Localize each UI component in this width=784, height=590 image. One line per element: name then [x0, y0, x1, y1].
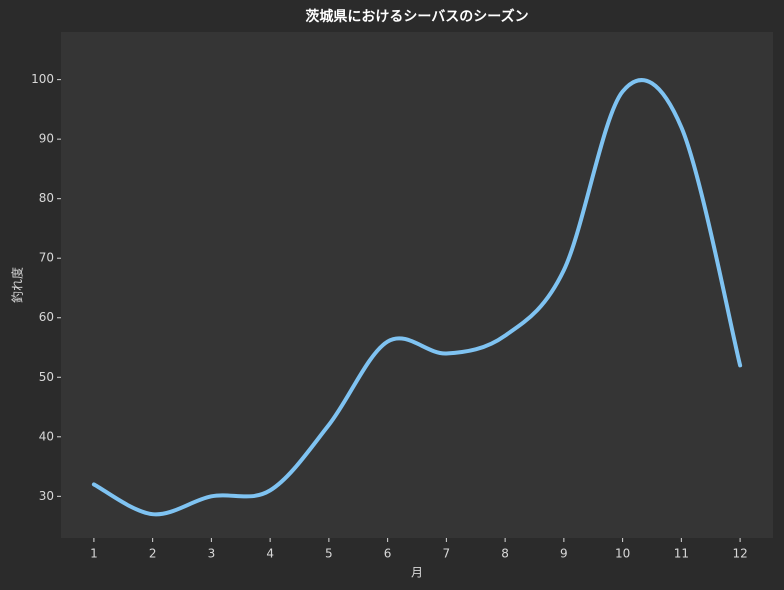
x-tick-label: 7: [443, 547, 451, 561]
y-tick-label: 30: [39, 489, 54, 503]
y-tick-label: 90: [39, 132, 54, 146]
line: [91, 78, 743, 517]
x-tick-label: 11: [674, 547, 689, 561]
y-tick-label: 80: [39, 191, 54, 205]
x-tick-label: 2: [149, 547, 157, 561]
x-tick-label: 10: [615, 547, 630, 561]
y-tick-label: 40: [39, 429, 54, 443]
x-tick-label: 4: [266, 547, 274, 561]
plot-area: [61, 32, 773, 538]
y-tick-label: 60: [39, 310, 54, 324]
x-tick-label: 5: [325, 547, 333, 561]
y-tick-label: 50: [39, 370, 54, 384]
x-tick-label: 3: [208, 547, 216, 561]
y-tick-label: 70: [39, 251, 54, 265]
x-tick-label: 6: [384, 547, 392, 561]
x-axis-label: 月: [411, 566, 423, 580]
x-tick-label: 9: [560, 547, 568, 561]
x-tick-label: 1: [90, 547, 98, 561]
x-tick-label: 12: [732, 547, 747, 561]
y-tick-label: 100: [31, 72, 54, 86]
y-axis-label: 釣れ度: [10, 267, 25, 303]
x-tick-label: 8: [501, 547, 509, 561]
chart-title: 茨城県におけるシーバスのシーズン: [305, 8, 528, 25]
